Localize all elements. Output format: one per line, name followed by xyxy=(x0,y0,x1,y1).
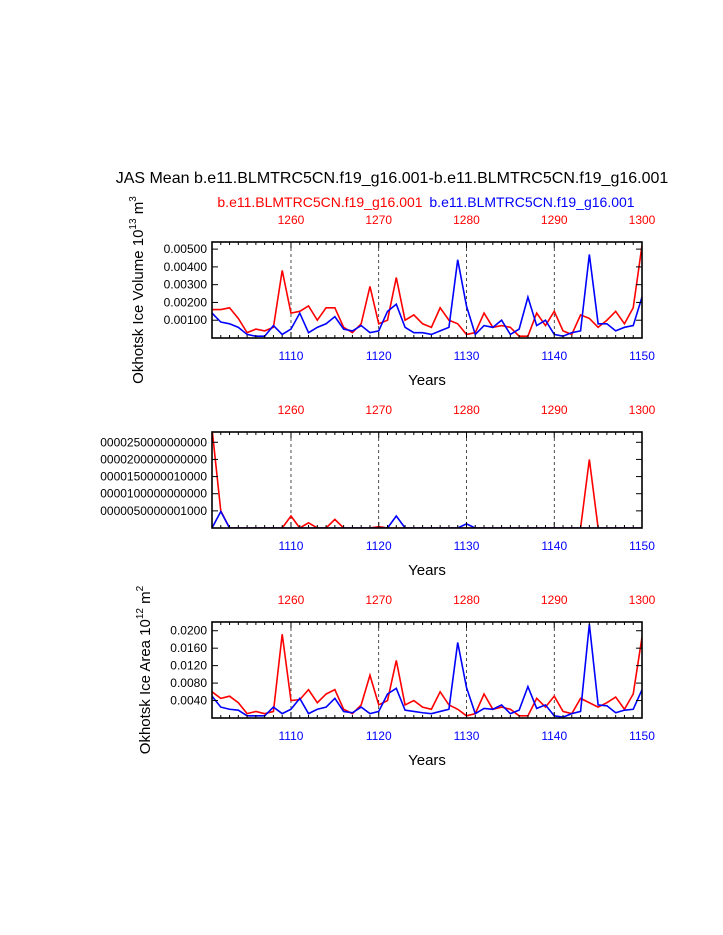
y-tick-label: 0000100000000000 xyxy=(100,487,207,501)
x-axis-label: Years xyxy=(408,562,446,579)
y-tick-label: 0.00300 xyxy=(164,278,208,292)
series-line-blue xyxy=(212,509,642,528)
x-tick-label: 1140 xyxy=(541,349,567,363)
y-tick-label: 0000250000000000 xyxy=(100,435,207,449)
top-x-tick-label: 1300 xyxy=(629,213,656,227)
x-tick-label: 1130 xyxy=(454,349,480,363)
top-x-tick-label: 1300 xyxy=(629,403,656,417)
x-tick-label: 1140 xyxy=(541,539,567,553)
y-tick-label: 0000050000001000 xyxy=(100,504,207,518)
y-tick-label: 0.0200 xyxy=(170,624,207,638)
y-tick-label: 0.00400 xyxy=(164,260,208,274)
series-line-blue xyxy=(212,254,642,338)
legend-blue-label: b.e11.BLMTRC5CN.f19_g16.001 xyxy=(429,194,634,210)
x-tick-label: 1120 xyxy=(366,539,392,553)
x-axis-label: Years xyxy=(408,752,446,769)
x-tick-label: 1110 xyxy=(279,349,304,363)
x-axis-label: Years xyxy=(408,372,446,389)
chart-panel-2: 1110 1120 1130 1140 1150 1260 1270 1280 1290 1300… xyxy=(100,403,655,579)
top-x-tick-label: 1270 xyxy=(365,213,392,227)
top-x-tick-label: 1280 xyxy=(453,593,480,607)
y-tick-label: 0.00500 xyxy=(164,242,208,256)
top-x-tick-label: 1280 xyxy=(453,403,480,417)
top-x-tick-label: 1290 xyxy=(541,403,568,417)
y-tick-label: 0000200000000000 xyxy=(100,452,207,466)
y-axis-label: Okhotsk Ice Volume 1013 m3 xyxy=(128,196,147,384)
x-tick-label: 1110 xyxy=(279,729,304,743)
top-x-tick-label: 1260 xyxy=(278,593,305,607)
plot-frame xyxy=(211,621,643,719)
legend-red-label: b.e11.BLMTRC5CN.f19_g16.001 xyxy=(217,194,422,210)
x-tick-label: 1140 xyxy=(541,729,567,743)
y-tick-label: 0000150000010000 xyxy=(100,470,207,484)
top-x-tick-label: 1280 xyxy=(453,213,480,227)
y-tick-label: 0.00200 xyxy=(164,295,208,309)
chart-panels: 1110 1120 1130 1140 1150 1260 1270 1280 1290 1300… xyxy=(100,196,655,769)
series-line-red xyxy=(212,634,642,717)
series-line-blue xyxy=(212,624,642,718)
x-tick-label: 1120 xyxy=(366,729,392,743)
x-tick-label: 1120 xyxy=(366,349,392,363)
top-x-tick-label: 1260 xyxy=(278,213,305,227)
top-x-tick-label: 1260 xyxy=(278,403,305,417)
chart-panel-3: 1110 1120 1130 1140 1150 1260 1270 1280 1290 1300… xyxy=(135,585,656,769)
top-x-tick-label: 1270 xyxy=(365,403,392,417)
top-x-tick-label: 1300 xyxy=(629,593,656,607)
x-tick-label: 1130 xyxy=(454,539,480,553)
top-x-tick-label: 1270 xyxy=(365,593,392,607)
y-tick-label: 0.0080 xyxy=(170,676,207,690)
x-tick-label: 1150 xyxy=(629,539,655,553)
x-tick-label: 1150 xyxy=(629,729,655,743)
y-tick-label: 0.0160 xyxy=(170,641,207,655)
x-tick-label: 1150 xyxy=(629,349,655,363)
x-tick-label: 1130 xyxy=(454,729,480,743)
y-tick-label: 0.0040 xyxy=(170,694,207,708)
y-axis-label: Okhotsk Ice Area 1012 m2 xyxy=(135,585,154,754)
x-tick-label: 1110 xyxy=(279,539,304,553)
top-x-tick-label: 1290 xyxy=(541,213,568,227)
plot-frame xyxy=(211,431,643,529)
series-line-red xyxy=(212,245,642,338)
top-x-tick-label: 1290 xyxy=(541,593,568,607)
y-tick-label: 0.00100 xyxy=(164,313,208,327)
series-line-red xyxy=(212,432,642,528)
y-tick-label: 0.0120 xyxy=(170,659,207,673)
chart-panel-1: 1110 1120 1130 1140 1150 1260 1270 1280 1290 1300… xyxy=(128,196,656,389)
plot-frame xyxy=(211,241,643,339)
figure-title: JAS Mean b.e11.BLMTRC5CN.f19_g16.001-b.e… xyxy=(116,170,669,187)
